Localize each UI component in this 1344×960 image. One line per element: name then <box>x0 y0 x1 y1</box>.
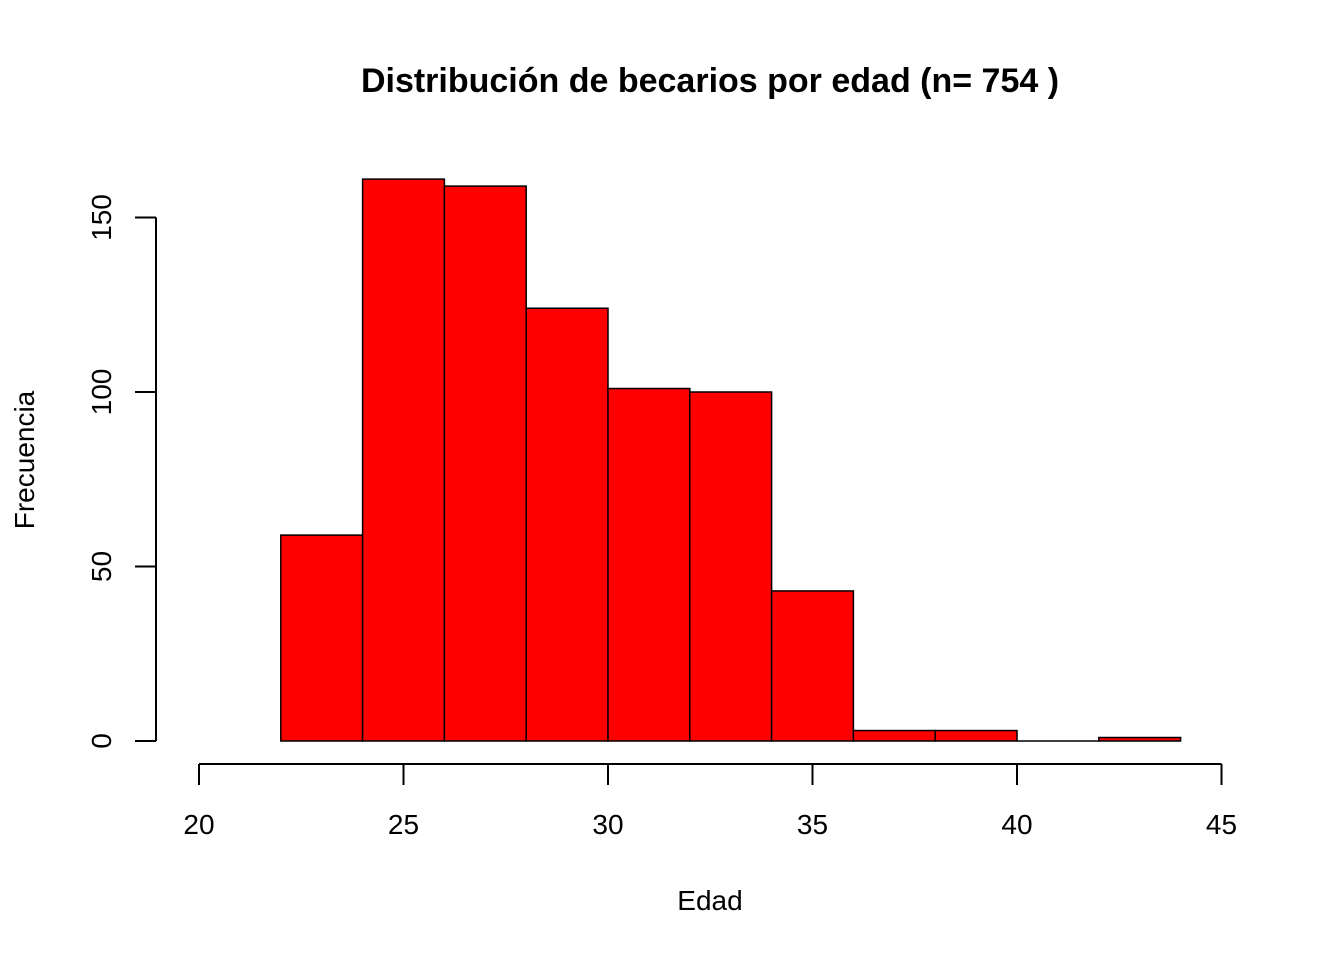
x-tick-label-30: 30 <box>592 809 623 840</box>
bar-42-44 <box>1098 736 1182 742</box>
y-tick-label-150: 150 <box>86 194 117 241</box>
bar-24-26 <box>361 178 446 742</box>
bar-32-34 <box>689 391 773 742</box>
bars-group <box>280 178 1182 742</box>
bar-30-32 <box>607 387 691 742</box>
x-axis: 20 25 30 35 40 45 <box>183 763 1237 840</box>
bar-36-38 <box>852 729 936 742</box>
bar-22-24 <box>280 534 364 742</box>
x-tick-label-45: 45 <box>1206 809 1237 840</box>
x-axis-label: Edad <box>677 885 742 916</box>
y-axis-label: Frecuencia <box>9 390 40 529</box>
x-tick-label-25: 25 <box>388 809 419 840</box>
bar-34-36 <box>770 590 855 742</box>
x-tick-label-35: 35 <box>797 809 828 840</box>
y-axis: 0 50 100 150 <box>86 194 157 749</box>
y-tick-label-50: 50 <box>86 551 117 582</box>
bar-26-28 <box>443 185 527 742</box>
y-tick-label-0: 0 <box>86 733 117 749</box>
y-tick-label-100: 100 <box>86 369 117 416</box>
x-tick-label-20: 20 <box>183 809 214 840</box>
chart-title: Distribución de becarios por edad (n= 75… <box>361 62 1059 100</box>
x-tick-label-40: 40 <box>1001 809 1032 840</box>
bar-28-30 <box>525 307 609 742</box>
bar-38-40 <box>934 729 1018 742</box>
